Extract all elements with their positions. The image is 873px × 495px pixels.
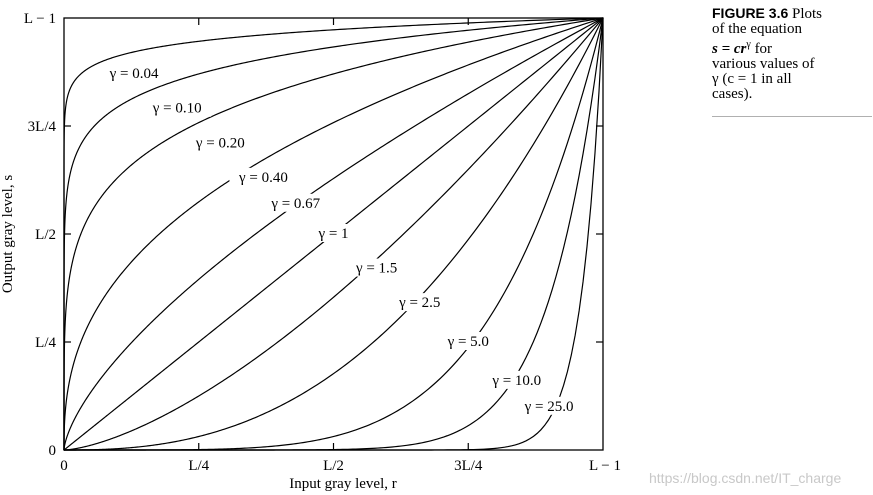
caption-word: Plots bbox=[792, 6, 823, 22]
figure-caption: FIGURE 3.6 Plots of the equation s = crγ… bbox=[712, 6, 872, 117]
x-tick-label: L − 1 bbox=[589, 458, 621, 474]
gamma-curves bbox=[63, 17, 604, 451]
curve-labels: γ = 0.04 γ = 0.10 γ = 0.20 γ = 0.40 γ = 0.67… bbox=[100, 64, 584, 415]
curve-label-background bbox=[342, 258, 411, 277]
x-tick-label: L/2 bbox=[323, 458, 344, 474]
curve-label: γ = 1.5 bbox=[355, 261, 397, 277]
gamma-curve bbox=[63, 17, 604, 450]
curve-label: γ = 1 bbox=[317, 226, 348, 242]
curve-label: γ = 0.20 bbox=[195, 135, 245, 151]
curve-label-background bbox=[186, 133, 255, 152]
caption-equation-exponent: γ bbox=[746, 39, 751, 50]
curve-label-background bbox=[482, 370, 551, 389]
curve-label-background bbox=[385, 293, 454, 312]
gamma-curve bbox=[63, 17, 604, 450]
y-tick-label: 3L/4 bbox=[28, 119, 57, 135]
curve-label: γ = 25.0 bbox=[524, 399, 574, 415]
curve-label-background bbox=[299, 224, 368, 242]
curve-label: γ = 10.0 bbox=[491, 373, 541, 389]
caption-line-3-tail: for bbox=[750, 41, 773, 57]
caption-rule bbox=[712, 116, 872, 117]
curve-label: γ = 0.40 bbox=[238, 170, 288, 186]
caption-line-4: various values of bbox=[712, 56, 815, 72]
curve-label: γ = 5.0 bbox=[447, 334, 489, 350]
gamma-curve bbox=[63, 17, 604, 450]
curve-label-background bbox=[515, 396, 584, 415]
curve-label: γ = 2.5 bbox=[398, 295, 440, 311]
x-tick-label: L/4 bbox=[188, 458, 209, 474]
curve-label-background bbox=[143, 98, 212, 117]
caption-line-6: cases). bbox=[712, 86, 753, 102]
caption-equation: s = cr bbox=[712, 41, 747, 57]
y-tick-label: L/4 bbox=[35, 335, 56, 351]
curve-label: γ = 0.10 bbox=[152, 101, 202, 117]
gamma-curve bbox=[63, 17, 604, 451]
curve-label-background bbox=[434, 332, 503, 350]
curve-label: γ = 0.67 bbox=[270, 196, 320, 212]
x-tick-label: 0 bbox=[60, 458, 68, 474]
tick-labels: 0 L/4 L/2 3L/4 L − 1 0 L/4 L/2 3L/4 L − 1 bbox=[24, 11, 621, 474]
caption-line-5: γ (c = 1 in all bbox=[712, 71, 792, 87]
y-tick-label: 0 bbox=[49, 443, 57, 459]
gamma-curve bbox=[63, 17, 604, 450]
caption-line-1: FIGURE 3.6 Plots bbox=[712, 6, 872, 22]
caption-line-2: of the equation bbox=[712, 21, 802, 37]
y-tick-label: L/2 bbox=[35, 227, 56, 243]
gamma-curve bbox=[63, 17, 604, 450]
y-tick-label: L − 1 bbox=[24, 11, 56, 27]
curve-label-background bbox=[261, 193, 330, 212]
gamma-curve bbox=[64, 17, 604, 451]
caption-line-3: s = crγ for bbox=[712, 37, 872, 57]
x-tick-label: 3L/4 bbox=[454, 458, 483, 474]
figure-number: FIGURE 3.6 bbox=[712, 5, 789, 21]
curve-label-background bbox=[100, 64, 169, 83]
y-axis-label: Output gray level, s bbox=[0, 175, 16, 293]
x-axis-label: Input gray level, r bbox=[289, 476, 396, 492]
curve-label-background bbox=[229, 167, 298, 186]
watermark: https://blog.csdn.net/IT_charge bbox=[649, 470, 842, 486]
axis-ticks bbox=[64, 18, 603, 450]
curve-label: γ = 0.04 bbox=[109, 66, 159, 82]
